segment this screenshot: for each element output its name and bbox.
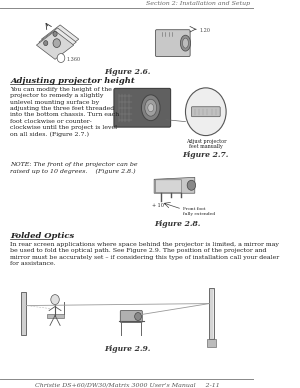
Text: + 10°: + 10° [152,203,167,208]
Circle shape [185,88,226,135]
Text: Adjusting projector height: Adjusting projector height [10,77,135,85]
FancyBboxPatch shape [209,288,214,340]
Circle shape [44,41,48,46]
Polygon shape [154,177,195,193]
Ellipse shape [148,104,154,112]
Text: 1.360: 1.360 [66,57,80,62]
Ellipse shape [180,35,190,51]
Ellipse shape [182,38,188,48]
FancyBboxPatch shape [120,310,142,322]
Circle shape [53,31,57,36]
Text: NOTE: The front of the projector can be
raised up to 10 degrees.    (Figure 2.8.: NOTE: The front of the projector can be … [10,163,138,174]
Polygon shape [36,31,74,59]
Polygon shape [41,25,79,54]
Text: Figure 2.7.: Figure 2.7. [183,151,229,159]
Circle shape [51,294,59,305]
Text: Folded Optics: Folded Optics [10,232,74,240]
Text: Figure 2.6.: Figure 2.6. [104,68,150,76]
Circle shape [57,54,65,62]
Circle shape [53,39,61,47]
Text: You can modify the height of the
projector to remedy a slightly
unlevel mounting: You can modify the height of the project… [10,87,119,137]
Text: Front foot
fully extended: Front foot fully extended [183,207,215,216]
FancyBboxPatch shape [208,340,216,347]
FancyBboxPatch shape [114,88,171,127]
Text: Figure 2.9.: Figure 2.9. [104,345,150,353]
FancyBboxPatch shape [191,107,220,117]
Circle shape [187,180,196,190]
FancyBboxPatch shape [155,180,182,193]
Text: In rear screen applications where space behind the projector is limited, a mirro: In rear screen applications where space … [10,242,279,266]
Polygon shape [39,28,76,56]
Text: 1.20: 1.20 [200,28,211,33]
Text: Adjust projector
feet manually: Adjust projector feet manually [186,139,226,149]
FancyBboxPatch shape [21,292,26,335]
Ellipse shape [141,95,160,121]
Ellipse shape [145,99,157,116]
Text: Section 2: Installation and Setup: Section 2: Installation and Setup [146,1,250,6]
Circle shape [135,312,141,320]
Text: Christie DS+60/DW30/Matrix 3000 User's Manual     2-11: Christie DS+60/DW30/Matrix 3000 User's M… [35,382,219,387]
FancyBboxPatch shape [47,314,64,319]
FancyBboxPatch shape [155,30,190,57]
Text: Figure 2.8.: Figure 2.8. [155,220,201,228]
